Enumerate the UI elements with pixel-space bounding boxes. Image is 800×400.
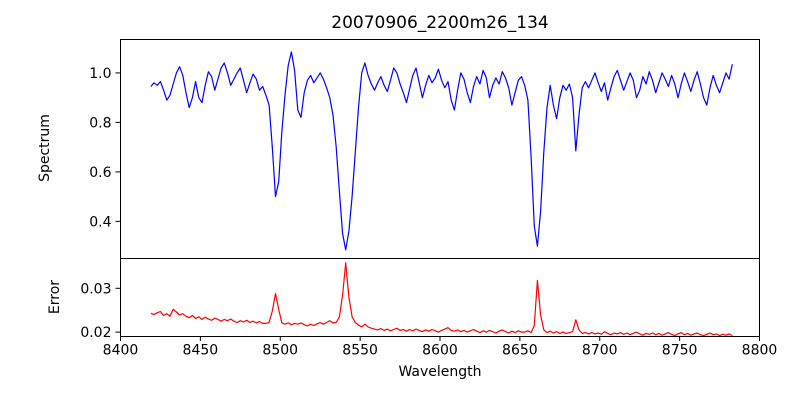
x-tick-label: 8400 <box>103 343 139 359</box>
y-tick-label: 0.4 <box>89 214 111 230</box>
error-panel-border <box>120 258 760 337</box>
x-tick-label: 8500 <box>262 343 298 359</box>
x-axis-label: Wavelength <box>398 364 482 380</box>
x-tick-label: 8600 <box>422 343 458 359</box>
y-axis-label-error: Error <box>47 279 63 315</box>
chart-title: 20070906_2200m26_134 <box>331 13 549 33</box>
spectrum-line <box>150 51 733 251</box>
spectrum-panel-border <box>120 39 760 259</box>
x-tick-label: 8550 <box>342 343 378 359</box>
y-tick-label: 0.02 <box>80 325 111 341</box>
x-tick-label: 8750 <box>662 343 698 359</box>
y-tick-label: 1.0 <box>89 66 111 82</box>
y-tick-label: 0.6 <box>89 165 111 181</box>
y-tick-label: 0.8 <box>89 115 111 131</box>
x-tick-label: 8450 <box>183 343 219 359</box>
y-tick-label: 0.03 <box>80 281 111 297</box>
x-tick-label: 8650 <box>502 343 538 359</box>
x-tick-label: 8800 <box>742 343 778 359</box>
error-line <box>150 262 733 337</box>
x-tick-label: 8700 <box>582 343 618 359</box>
